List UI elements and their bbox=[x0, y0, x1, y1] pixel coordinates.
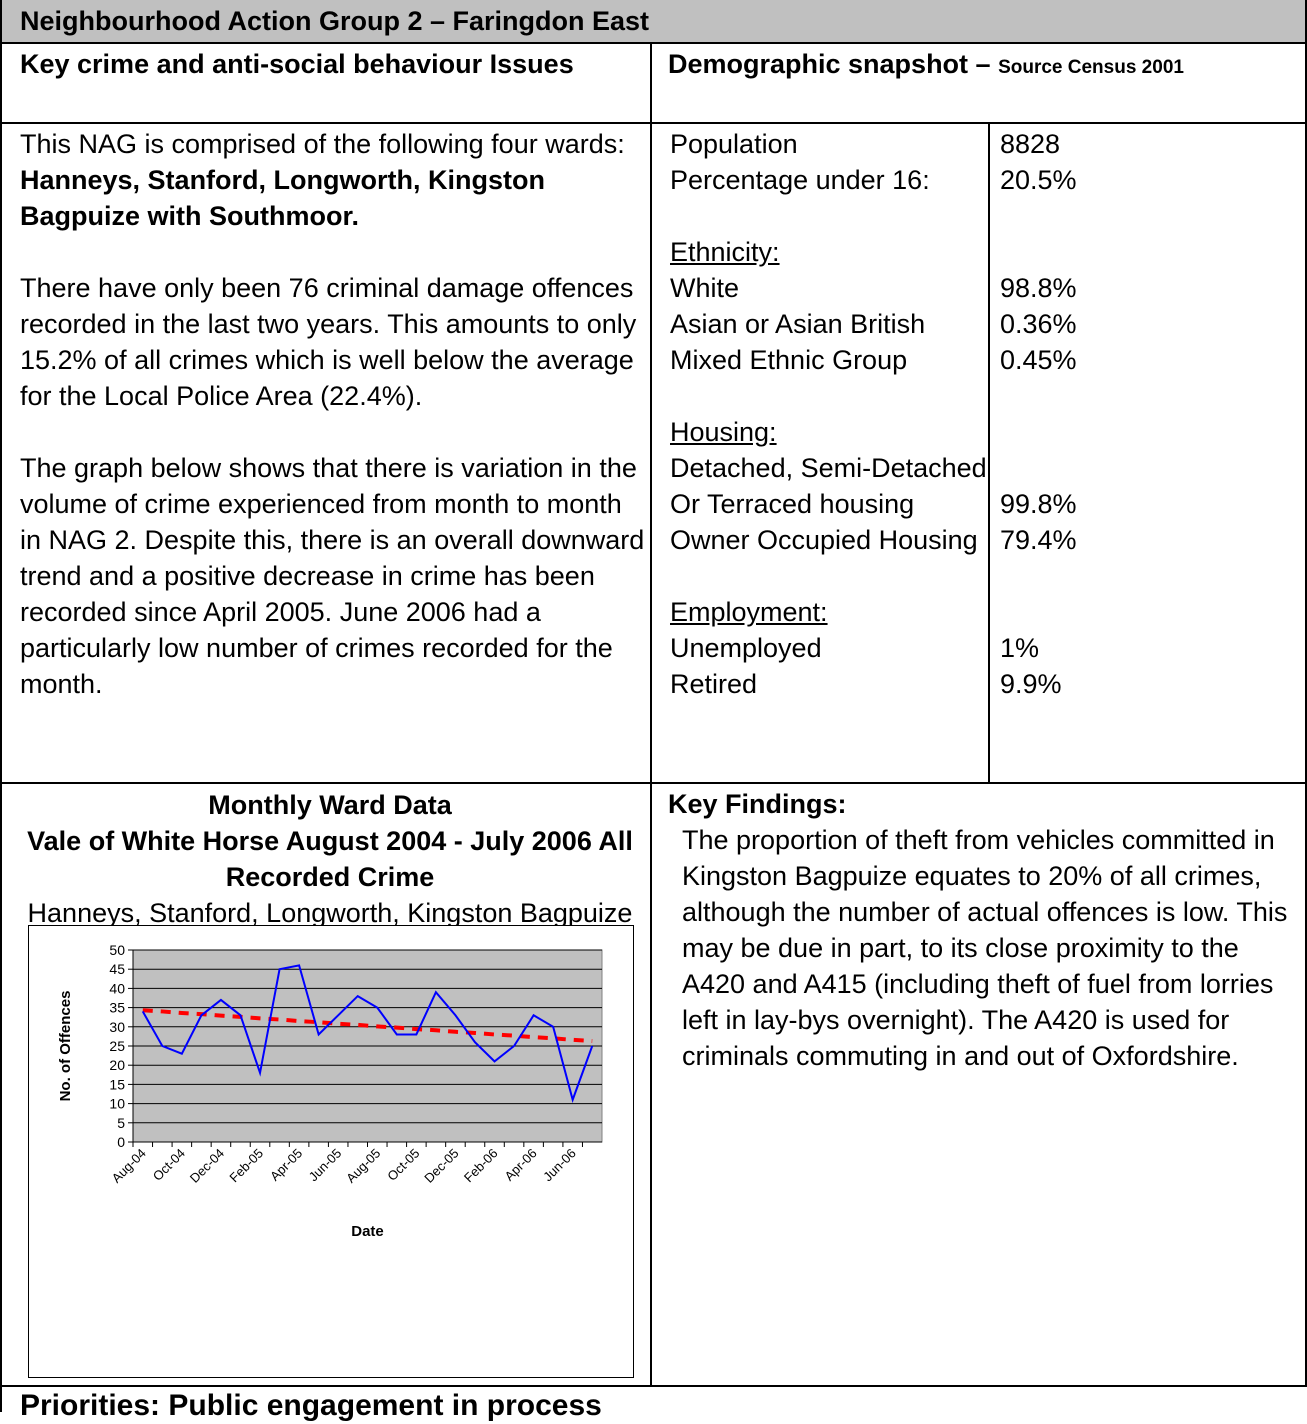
border bbox=[0, 782, 1307, 784]
demographics-table: Population 8828 Percentage under 16: 20.5%… bbox=[670, 126, 1300, 702]
border bbox=[650, 42, 652, 1385]
series-line bbox=[142, 1008, 593, 1044]
y-tick-label: 5 bbox=[117, 1115, 125, 1131]
y-axis-label: No. of Offences bbox=[57, 991, 74, 1102]
issues-text: This NAG is comprised of the following f… bbox=[20, 126, 645, 738]
y-tick-label: 50 bbox=[109, 942, 125, 958]
label: Retired bbox=[670, 669, 758, 699]
border bbox=[1305, 0, 1307, 1385]
key-findings-heading: Key Findings: bbox=[668, 789, 847, 819]
y-tick-label: 35 bbox=[109, 1000, 125, 1016]
row: Population 8828 bbox=[670, 126, 1300, 162]
label: Owner Occupied Housing bbox=[670, 525, 978, 555]
paragraph: The graph below shows that there is vari… bbox=[20, 453, 645, 699]
chart-subtitle: Vale of White Horse August 2004 - July 2… bbox=[27, 826, 633, 892]
header-bar bbox=[0, 0, 1307, 42]
row: Mixed Ethnic Group 0.45% bbox=[670, 342, 1300, 378]
section-heading: Housing: bbox=[670, 417, 777, 447]
value: 9.9% bbox=[1000, 669, 1062, 699]
label: White bbox=[670, 273, 740, 303]
y-tick-label: 45 bbox=[109, 961, 125, 977]
x-axis-label: Date bbox=[351, 1223, 384, 1240]
value: 0.45% bbox=[1000, 345, 1077, 375]
label: Asian or Asian British bbox=[670, 309, 926, 339]
y-tick-label: 15 bbox=[109, 1076, 125, 1092]
row: White 98.8% bbox=[670, 270, 1300, 306]
y-tick-label: 25 bbox=[109, 1038, 125, 1054]
section-heading: Employment: bbox=[670, 597, 828, 627]
label: Population bbox=[670, 129, 798, 159]
y-tick-label: 20 bbox=[109, 1057, 125, 1073]
value: 0.36% bbox=[1000, 309, 1077, 339]
border bbox=[0, 122, 1307, 124]
row: Retired 9.9% bbox=[670, 666, 1300, 702]
border bbox=[0, 0, 2, 1412]
row: Owner Occupied Housing 79.4% bbox=[670, 522, 1300, 558]
label: Percentage under 16: bbox=[670, 165, 930, 195]
issues-heading: Key crime and anti-social behaviour Issu… bbox=[20, 49, 574, 79]
label: Detached, Semi-Detached Or Terraced hous… bbox=[670, 453, 987, 519]
demographics-title: Demographic snapshot – bbox=[668, 49, 999, 79]
chart-title: Monthly Ward Data bbox=[208, 790, 452, 820]
border bbox=[0, 1385, 1307, 1387]
wards: Hanneys, Stanford, Longworth, Kingston B… bbox=[20, 165, 545, 231]
row: Asian or Asian British 0.36% bbox=[670, 306, 1300, 342]
y-tick-label: 10 bbox=[109, 1096, 125, 1112]
value: 20.5% bbox=[1000, 165, 1077, 195]
paragraph: There have only been 76 criminal damage … bbox=[20, 273, 637, 411]
paragraph: This NAG is comprised of the following f… bbox=[20, 126, 645, 234]
priorities: Priorities: Public engagement in process bbox=[20, 1389, 602, 1422]
label: Mixed Ethnic Group bbox=[670, 345, 908, 375]
y-tick-label: 30 bbox=[109, 1019, 125, 1035]
row: Unemployed 1% bbox=[670, 630, 1300, 666]
section-heading: Ethnicity: bbox=[670, 237, 780, 267]
intro: This NAG is comprised of the following f… bbox=[20, 129, 625, 159]
value: 1% bbox=[1000, 633, 1040, 663]
header-title: Neighbourhood Action Group 2 – Faringdon… bbox=[20, 6, 649, 36]
key-findings-text: The proportion of theft from vehicles co… bbox=[682, 825, 1288, 1071]
border bbox=[0, 42, 1307, 44]
demographics-source: Source Census 2001 bbox=[998, 57, 1184, 78]
value: 8828 bbox=[1000, 129, 1061, 159]
label: Unemployed bbox=[670, 633, 822, 663]
series-line bbox=[141, 964, 594, 1104]
row: Percentage under 16: 20.5% bbox=[670, 162, 1300, 198]
demographics-heading: Demographic snapshot – Source Census 200… bbox=[668, 46, 1303, 86]
border bbox=[988, 122, 990, 782]
value: 98.8% bbox=[1000, 273, 1077, 303]
y-tick-label: 40 bbox=[109, 980, 125, 996]
row: Detached, Semi-Detached Or Terraced hous… bbox=[670, 450, 1300, 522]
value: 79.4% bbox=[1000, 525, 1077, 555]
value: 99.8% bbox=[1000, 489, 1077, 519]
y-tick-label: 0 bbox=[117, 1134, 125, 1150]
